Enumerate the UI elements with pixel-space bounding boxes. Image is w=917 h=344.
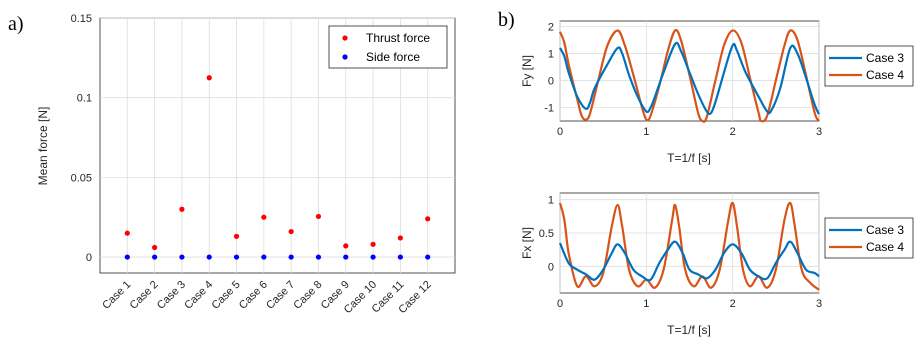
data-lines — [558, 201, 820, 291]
legend-label-case-3: Case 3 — [866, 223, 904, 237]
x-tick-label: Case 6 — [237, 279, 270, 312]
y-tick-label: 0 — [548, 261, 554, 273]
x-tick-label: Case 2 — [128, 279, 161, 312]
data-point-thrust-5 — [233, 233, 240, 239]
series-line-case-3 — [558, 240, 820, 282]
data-point-side-3 — [179, 254, 185, 260]
legend-label-case-4: Case 4 — [866, 68, 904, 82]
data-point-thrust-3 — [179, 206, 185, 212]
legend-marker-side — [342, 54, 348, 60]
series-line-case-4 — [558, 28, 820, 123]
y-axis-label: Mean force [N] — [36, 107, 50, 186]
data-point-thrust-12 — [425, 216, 431, 222]
y-tick-label: 0 — [548, 75, 554, 87]
y-tick-label: 1 — [548, 195, 554, 207]
data-point-side-9 — [343, 254, 349, 260]
y-tick-label: 0.1 — [77, 93, 92, 105]
series-line-case-3 — [559, 41, 820, 116]
y-tick-label: 0.15 — [71, 13, 92, 25]
data-point-side-2 — [152, 254, 158, 260]
legend-box — [328, 25, 448, 69]
data-point-side-6 — [261, 254, 267, 260]
x-tick-label: Case 4 — [182, 279, 215, 312]
x-tick-label: 1 — [643, 298, 649, 310]
x-tick-label: Case 1 — [100, 279, 133, 312]
data-point-side-5 — [233, 254, 240, 260]
y-tick-label: 1 — [548, 48, 554, 60]
x-tick-label: Case 5 — [210, 279, 243, 312]
y-axis-label: Fy [N] — [520, 55, 534, 87]
data-lines — [558, 28, 820, 123]
legend: Thrust force Side force — [328, 25, 448, 69]
data-point-side-10 — [370, 254, 376, 260]
panel-label-b: b) — [498, 9, 515, 31]
legend-label-thrust: Thrust force — [366, 31, 430, 45]
data-point-thrust-9 — [343, 243, 349, 249]
data-point-side-1 — [124, 254, 130, 260]
legend-box — [824, 45, 914, 87]
x-tick-label: 3 — [816, 298, 822, 310]
x-tick-label: 3 — [816, 126, 822, 138]
y-tick-labels: 0 0.05 0.1 0.15 — [71, 13, 92, 264]
y-tick-label: 0.5 — [539, 228, 554, 240]
x-tick-labels: 0 1 2 3 — [557, 298, 822, 310]
x-axis-label: T=1/f [s] — [667, 323, 711, 337]
data-point-thrust-11 — [397, 235, 403, 241]
data-point-thrust-2 — [152, 244, 158, 251]
x-tick-labels: 0 1 2 3 — [557, 126, 822, 138]
legend-label-case-4: Case 4 — [866, 240, 904, 254]
x-tick-label: 1 — [643, 126, 649, 138]
legend-label-side: Side force — [366, 50, 420, 64]
x-tick-label: 2 — [730, 126, 736, 138]
panel-label-a: a) — [8, 13, 24, 35]
data-point-side-12 — [425, 254, 431, 260]
y-tick-label: 0 — [86, 252, 92, 264]
legend-marker-thrust — [342, 35, 348, 41]
x-axis-label: T=1/f [s] — [667, 151, 711, 165]
x-tick-label: 0 — [557, 298, 563, 310]
x-tick-label: Case 7 — [264, 279, 297, 312]
data-point-side-8 — [315, 254, 322, 260]
data-point-thrust-7 — [288, 228, 294, 235]
y-axis-label: Fx [N] — [520, 227, 534, 259]
data-point-thrust-4 — [206, 75, 212, 81]
y-tick-label: 2 — [548, 21, 554, 33]
y-tick-label: 0.05 — [71, 172, 92, 184]
x-tick-label: 0 — [557, 126, 563, 138]
legend-box — [824, 217, 914, 259]
data-point-side-4 — [206, 254, 212, 260]
data-point-thrust-10 — [370, 241, 376, 247]
data-point-side-11 — [397, 254, 403, 260]
y-tick-labels: -1 0 1 2 — [544, 21, 554, 114]
data-point-thrust-6 — [261, 214, 267, 220]
series-line-case-4 — [558, 201, 820, 291]
x-tick-label: 2 — [730, 298, 736, 310]
data-point-thrust-8 — [315, 213, 322, 220]
legend: Case 3 Case 4 — [824, 217, 914, 259]
legend-label-case-3: Case 3 — [866, 51, 904, 65]
data-points — [124, 75, 431, 260]
x-tick-label: Case 3 — [155, 279, 188, 312]
x-tick-label: Case 8 — [291, 279, 324, 312]
data-point-thrust-1 — [124, 230, 130, 236]
data-point-side-7 — [288, 254, 294, 260]
y-tick-labels: 00.51 — [539, 195, 554, 274]
y-tick-label: -1 — [544, 102, 554, 114]
legend: Case 3 Case 4 — [824, 45, 914, 87]
